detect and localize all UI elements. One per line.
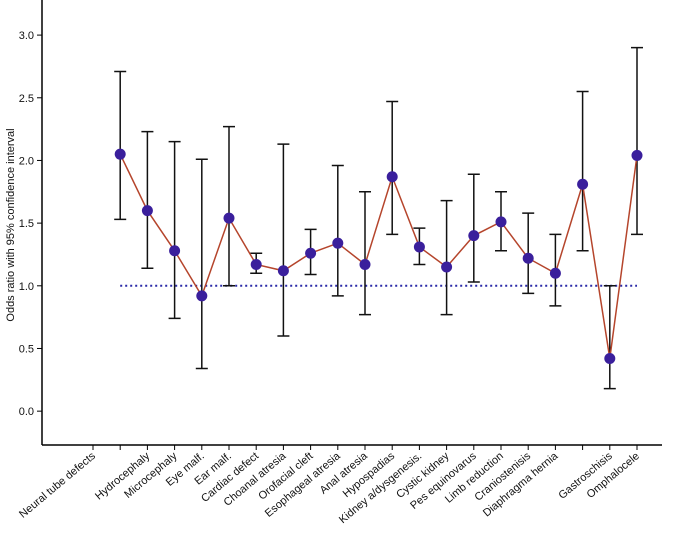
point	[577, 178, 589, 190]
point	[114, 148, 126, 160]
error-bar	[168, 140, 181, 320]
point	[522, 252, 534, 264]
error-bar	[440, 199, 453, 316]
point	[468, 230, 480, 242]
error-bar	[631, 46, 643, 236]
point	[604, 353, 616, 365]
point	[332, 237, 344, 249]
y-tick-label: 2.5	[19, 93, 34, 105]
error-bar	[331, 164, 344, 297]
error-bar	[141, 130, 154, 270]
error-bar	[277, 143, 290, 337]
line	[119, 153, 638, 359]
point	[359, 258, 371, 270]
error-bar	[195, 158, 208, 370]
point	[250, 258, 262, 270]
point	[277, 265, 289, 277]
y-tick-label: 0.5	[19, 343, 34, 355]
y-tick-label: 3.0	[19, 30, 34, 42]
error-bar	[603, 285, 616, 390]
x-tick-label: Neural tube defects	[17, 450, 98, 521]
point	[495, 216, 507, 228]
point	[305, 247, 317, 259]
point	[196, 290, 208, 302]
error-bar	[576, 90, 589, 252]
y-tick-label: 2.0	[19, 155, 34, 167]
point	[223, 212, 235, 224]
y-tick-label: 1.0	[19, 281, 34, 293]
error-bar	[386, 100, 399, 236]
error-bar	[467, 173, 480, 283]
point	[169, 245, 181, 257]
point	[631, 149, 643, 161]
error-bar	[359, 191, 371, 316]
y-tick-label: 1.5	[19, 218, 34, 230]
y-axis-label: Odds ratio with 95% confidence interval	[5, 128, 17, 321]
y-tick-label: 0.0	[19, 406, 34, 418]
point	[141, 205, 153, 217]
point	[549, 267, 561, 279]
point	[441, 261, 453, 273]
point	[386, 171, 398, 183]
error-bar	[223, 125, 235, 287]
error-bar	[114, 70, 127, 221]
point	[413, 241, 425, 253]
